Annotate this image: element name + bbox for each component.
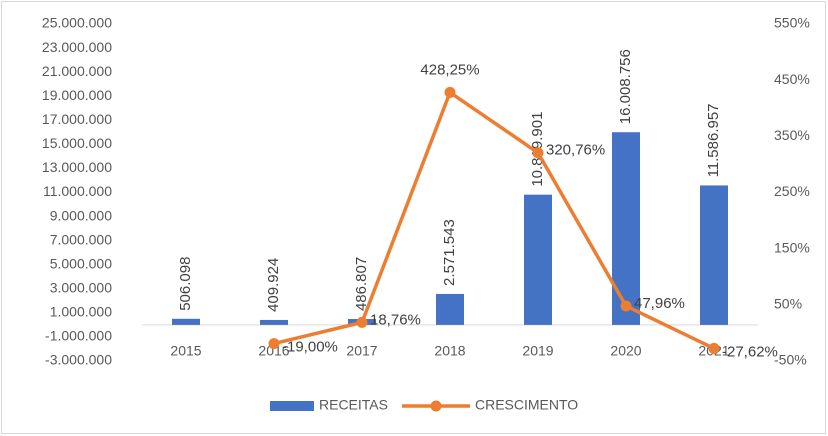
bar-value-label: 506.098 — [177, 257, 194, 311]
y2-tick-label: 250% — [774, 183, 810, 199]
legend-label: RECEITAS — [319, 397, 388, 413]
legend-label: CRESCIMENTO — [475, 397, 578, 413]
x-tick-label: 2018 — [434, 343, 465, 359]
bar-value-label: 11.586.957 — [705, 103, 722, 177]
x-tick-label: 2016 — [258, 343, 289, 359]
bar — [700, 185, 728, 325]
line — [273, 90, 715, 351]
line-value-label: -27,62% — [722, 343, 778, 360]
line-value-label: -19,00% — [282, 339, 338, 356]
bar-value-label: 409.924 — [265, 258, 282, 312]
line-point — [532, 147, 544, 159]
x-tick-label: 2017 — [346, 343, 377, 359]
legend-swatch-point — [430, 400, 442, 412]
line-point — [268, 338, 280, 350]
x-tick-label: 2019 — [522, 343, 553, 359]
y-tick-label: 23.000.000 — [42, 39, 112, 55]
line-point — [356, 316, 368, 328]
bar — [524, 194, 552, 325]
line-value-label: 47,96% — [634, 295, 685, 312]
y2-tick-label: -50% — [774, 352, 807, 368]
x-tick-label: 2015 — [170, 343, 201, 359]
line-point — [444, 86, 456, 98]
y-tick-label: -1.000.000 — [45, 328, 112, 344]
bar-value-label: 16.008.756 — [617, 49, 634, 124]
y2-tick-label: 150% — [774, 239, 810, 255]
x-tick-label: 2020 — [610, 343, 641, 359]
bar-value-label: 486.807 — [353, 257, 370, 311]
y-tick-label: 7.000.000 — [50, 231, 112, 247]
y-tick-label: 9.000.000 — [50, 207, 112, 223]
line-value-label: 428,25% — [420, 61, 479, 78]
y-tick-label: 1.000.000 — [50, 304, 112, 320]
line-value-label: 18,76% — [370, 311, 421, 328]
y2-tick-label: 350% — [774, 127, 810, 143]
y-tick-label: 17.000.000 — [42, 111, 112, 127]
y-tick-label: 3.000.000 — [50, 279, 112, 295]
bar-value-label: 2.571.543 — [441, 219, 458, 286]
legend-swatch — [270, 401, 314, 411]
y-tick-label: 25.000.000 — [42, 15, 112, 31]
y2-tick-label: 450% — [774, 71, 810, 87]
y2-tick-label: 550% — [774, 15, 810, 31]
y-tick-label: 15.000.000 — [42, 135, 112, 151]
bar — [260, 319, 288, 325]
y-tick-label: 13.000.000 — [42, 159, 112, 175]
line-value-label: 320,76% — [546, 142, 605, 159]
y-tick-label: 11.000.000 — [43, 183, 112, 199]
y-tick-label: 5.000.000 — [50, 255, 112, 271]
bar — [172, 318, 200, 325]
line-point — [708, 342, 720, 354]
y-tick-label: -3.000.000 — [45, 352, 112, 368]
bar — [436, 293, 464, 325]
line-point — [620, 300, 632, 312]
y-tick-label: 21.000.000 — [42, 63, 112, 79]
y-tick-label: 19.000.000 — [42, 87, 112, 103]
y2-tick-label: 50% — [774, 296, 802, 312]
